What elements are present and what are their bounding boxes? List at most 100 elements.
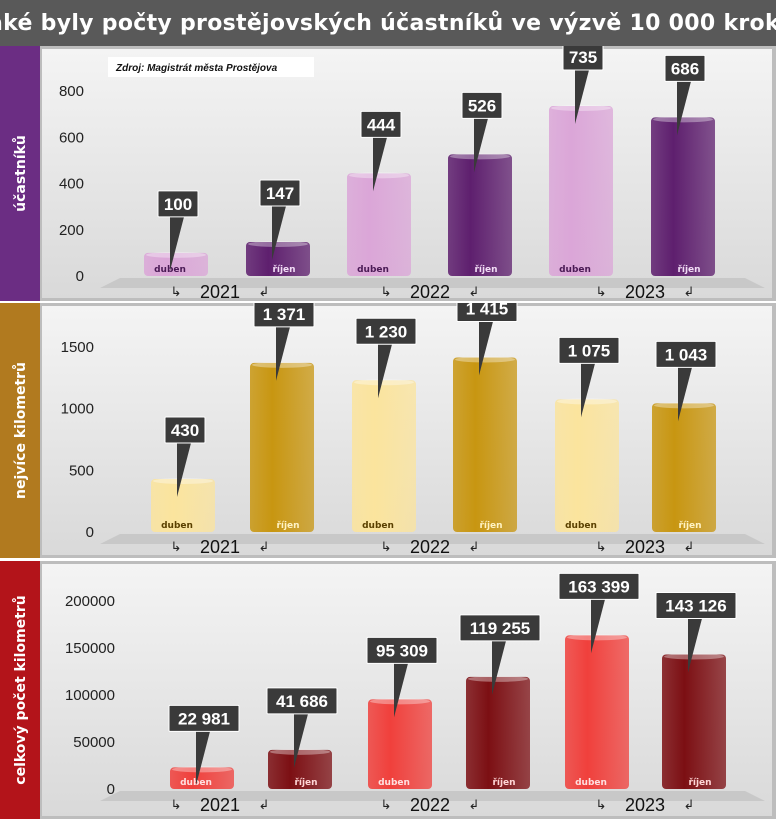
curved-arrow-right-icon: ↲ (259, 285, 270, 300)
data-label: 143 126 (665, 596, 726, 615)
callout-box (456, 303, 518, 322)
callout-box (355, 317, 417, 345)
bar-rect (453, 357, 517, 532)
category-label: říjen (272, 265, 295, 275)
data-label: 735 (569, 48, 597, 67)
value-callout: 444 (360, 110, 402, 192)
bar-rect (662, 654, 726, 789)
data-label: 95 309 (376, 641, 428, 660)
callout-box (259, 179, 301, 207)
category-label: duben (357, 265, 389, 275)
bar: říjen (651, 116, 715, 276)
curved-arrow-left-icon: ↳ (596, 540, 607, 555)
category-label: duben (378, 778, 410, 788)
curved-arrow-left-icon: ↳ (381, 540, 392, 555)
source-note: Zdroj: Magistrát města Prostějova (108, 57, 314, 77)
callout-pointer (373, 137, 387, 192)
bar-rect (651, 117, 715, 276)
bar: říjen (453, 356, 517, 532)
bar-highlight (468, 675, 528, 682)
data-label: 444 (367, 115, 396, 134)
bar-rect (268, 749, 332, 789)
bar: duben (565, 634, 629, 789)
y-tick-label: 1000 (61, 401, 94, 418)
y-tick-label: 0 (86, 524, 94, 541)
bar: říjen (652, 402, 716, 532)
bar: duben (170, 766, 234, 789)
callout-box (360, 110, 402, 138)
callout-pointer (378, 344, 392, 399)
value-callout: 100 (157, 190, 199, 271)
callout-box (164, 416, 206, 444)
chart-panel-max-km: nejvíce kilometrů 0 500 1000 1500 duben 430 ří… (0, 303, 776, 558)
callout-box (558, 572, 640, 600)
curved-arrow-right-icon: ↲ (469, 540, 480, 555)
year-label: 2021 (200, 795, 240, 815)
bar-highlight (172, 766, 232, 773)
value-callout: 1 075 (558, 336, 620, 418)
y-tick-label: 0 (76, 268, 84, 285)
category-label: říjen (688, 778, 711, 788)
callout-box (655, 340, 717, 368)
data-label: 1 043 (665, 345, 708, 364)
y-tick-label: 1500 (61, 339, 94, 356)
y-tick-label: 500 (69, 462, 94, 479)
source-text: Zdroj: Magistrát města Prostějova (115, 63, 278, 74)
y-axis-label: účastníků (12, 135, 29, 212)
data-label: 686 (671, 59, 699, 78)
bar-rect (549, 106, 613, 276)
bar-rect (144, 252, 208, 276)
data-label: 119 255 (470, 619, 531, 638)
value-callout: 430 (164, 416, 206, 497)
callout-box (558, 336, 620, 364)
callout-box (157, 190, 199, 218)
bar-highlight (370, 698, 430, 705)
bar-rect (250, 362, 314, 532)
chart-panel-participants: účastníků 0 200 400 600 800 duben 100 říjen 147 d… (0, 46, 776, 301)
bar-highlight (654, 402, 714, 409)
year-group: ↳ 2022 ↲ (381, 537, 480, 557)
bar-highlight (455, 356, 515, 363)
category-label: duben (575, 778, 607, 788)
curved-arrow-right-icon: ↲ (469, 798, 480, 813)
data-label: 1 415 (466, 303, 509, 318)
data-label: 1 371 (263, 305, 306, 324)
value-callout: 163 399 (558, 572, 640, 654)
value-callout: 119 255 (459, 614, 541, 695)
callout-pointer (272, 206, 286, 261)
bar-highlight (354, 379, 414, 386)
y-tick-label: 100000 (65, 687, 115, 704)
bar: duben (549, 105, 613, 276)
value-callout: 1 230 (355, 317, 417, 399)
bar: říjen (662, 653, 726, 789)
year-label: 2023 (625, 282, 665, 301)
y-axis-label: nejvíce kilometrů (12, 362, 29, 499)
value-callout: 147 (259, 179, 301, 261)
callout-box (459, 614, 541, 642)
year-group: ↳ 2021 ↲ (171, 795, 270, 815)
y-tick-label: 600 (59, 129, 84, 146)
category-label: duben (559, 265, 591, 275)
bar-rect (347, 173, 411, 276)
curved-arrow-left-icon: ↳ (171, 540, 182, 555)
bar-highlight (146, 251, 206, 258)
bar-highlight (349, 172, 409, 179)
curved-arrow-left-icon: ↳ (596, 285, 607, 300)
curved-arrow-right-icon: ↲ (259, 798, 270, 813)
callout-box (562, 46, 604, 71)
curved-arrow-left-icon: ↳ (171, 285, 182, 300)
callout-pointer (575, 70, 589, 125)
callout-pointer (678, 367, 692, 422)
callout-pointer (474, 118, 488, 173)
data-label: 147 (266, 184, 294, 203)
curved-arrow-left-icon: ↳ (381, 285, 392, 300)
callout-box (266, 687, 338, 715)
year-group: ↳ 2023 ↲ (596, 537, 695, 557)
bar-highlight (252, 361, 312, 368)
callout-pointer (196, 731, 210, 786)
curved-arrow-right-icon: ↲ (259, 540, 270, 555)
callout-pointer (394, 663, 408, 718)
bar: říjen (268, 748, 332, 789)
year-group: ↳ 2021 ↲ (171, 537, 270, 557)
bar-highlight (551, 105, 611, 112)
